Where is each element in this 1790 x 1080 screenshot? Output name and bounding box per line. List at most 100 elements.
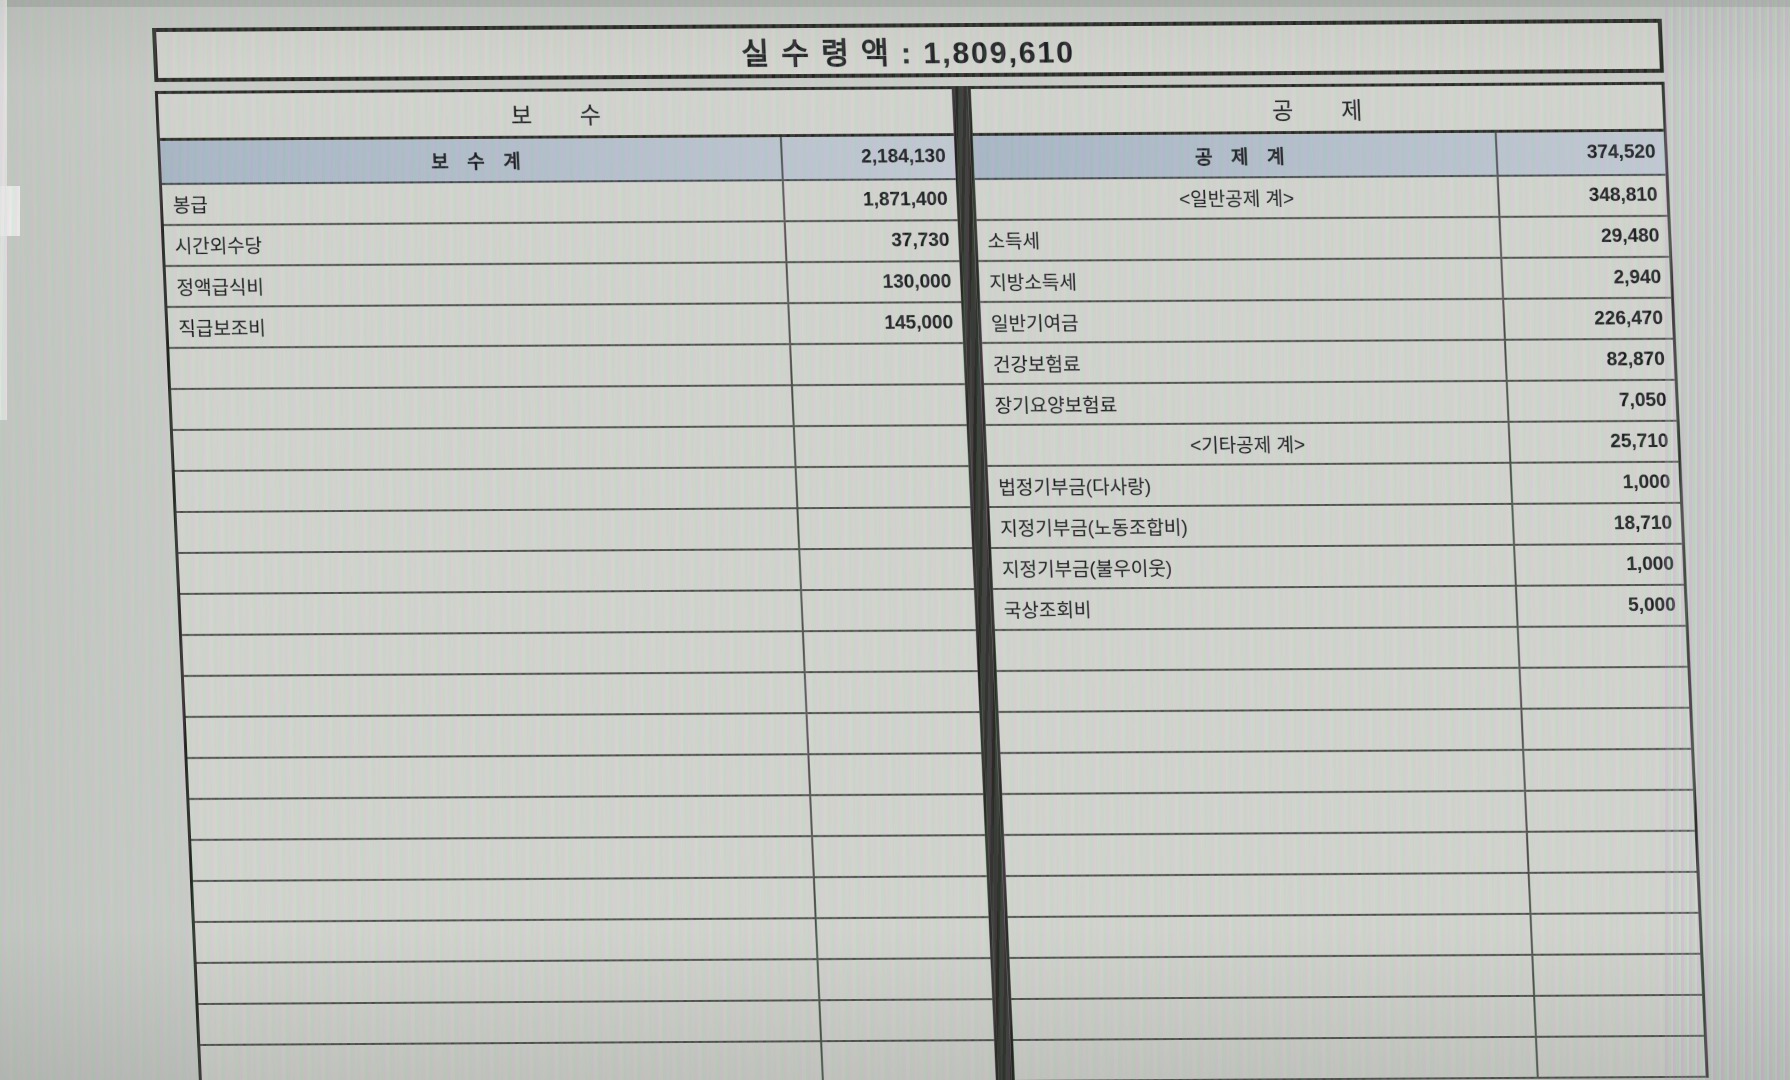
empty-row bbox=[189, 795, 985, 841]
empty-cell bbox=[1011, 996, 1537, 1039]
pay-total-value: 2,184,130 bbox=[860, 146, 947, 168]
empty-row bbox=[183, 672, 980, 718]
pay-total-label: 보 수 계 bbox=[160, 137, 784, 183]
empty-cell bbox=[1535, 996, 1704, 1036]
empty-row bbox=[1003, 831, 1697, 877]
empty-cell bbox=[809, 754, 983, 794]
empty-row bbox=[193, 877, 989, 923]
empty-cell bbox=[793, 385, 967, 425]
empty-cell bbox=[811, 795, 985, 835]
deduction-row-label: <일반공제 계> bbox=[974, 176, 1501, 220]
empty-row bbox=[180, 590, 976, 636]
deduction-row: 건강보험료 82,870 bbox=[982, 339, 1675, 386]
deduction-row-value: 1,000 bbox=[1625, 553, 1675, 575]
empty-cell bbox=[802, 590, 976, 630]
empty-row bbox=[200, 1041, 996, 1080]
deduction-row: 법정기부금(다사랑) 1,000 bbox=[987, 462, 1681, 509]
photo-left-notch bbox=[0, 186, 20, 236]
deduction-row-value: 7,050 bbox=[1618, 389, 1668, 411]
deduction-row-label: 건강보험료 bbox=[982, 340, 1508, 384]
deduction-row-label: 국상조회비 bbox=[993, 586, 1519, 630]
empty-row bbox=[171, 385, 967, 431]
empty-cell bbox=[180, 591, 804, 634]
deductions-total-value: 374,520 bbox=[1586, 141, 1657, 164]
empty-cell bbox=[1003, 832, 1530, 875]
deduction-row: <기타공제 계> 25,710 bbox=[985, 421, 1679, 468]
deduction-row-label: 소득세 bbox=[976, 217, 1503, 261]
empty-cell bbox=[798, 508, 972, 548]
pay-row: 봉급 1,871,400 bbox=[161, 180, 958, 226]
payslip-table: 실 수 령 액 : 1,809,610 보 수 보 수 계 2,184,130 … bbox=[152, 18, 1709, 1080]
empty-cell bbox=[191, 837, 815, 880]
pay-section-header: 보 수 bbox=[157, 89, 954, 141]
empty-cell bbox=[182, 632, 806, 675]
empty-cell bbox=[1526, 791, 1695, 831]
deduction-row: 지정기부금(노동조합비) 18,710 bbox=[989, 503, 1683, 550]
empty-cell bbox=[791, 344, 965, 384]
pay-row-value: 130,000 bbox=[882, 270, 952, 293]
empty-cell bbox=[998, 709, 1525, 753]
empty-cell bbox=[804, 631, 978, 671]
pay-row-label: 직급보조비 bbox=[167, 304, 792, 347]
pay-rows: 봉급 1,871,400 시간외수당 37,730 정액급식비 130,000 bbox=[161, 180, 964, 349]
empty-row bbox=[169, 344, 965, 390]
deductions-empty-rows bbox=[994, 626, 1706, 1080]
deduction-row-value: 82,870 bbox=[1606, 348, 1666, 370]
deduction-row-label: 지정기부금(노동조합비) bbox=[989, 504, 1515, 548]
deduction-row-value: 226,470 bbox=[1593, 307, 1664, 329]
empty-cell bbox=[1002, 791, 1528, 835]
empty-row bbox=[1000, 749, 1693, 796]
payslip-columns: 보 수 보 수 계 2,184,130 봉급 1,871,400 시간외수당 bbox=[154, 81, 1709, 1080]
empty-cell bbox=[193, 878, 817, 921]
empty-cell bbox=[1007, 914, 1534, 957]
empty-cell bbox=[1522, 709, 1691, 749]
empty-row bbox=[1007, 913, 1701, 959]
empty-row bbox=[172, 426, 969, 472]
deduction-row: 지방소득세 2,940 bbox=[978, 257, 1672, 304]
empty-row bbox=[196, 959, 993, 1005]
empty-row bbox=[1011, 995, 1704, 1041]
empty-cell bbox=[797, 467, 971, 507]
deduction-row-value: 18,710 bbox=[1613, 512, 1673, 534]
empty-cell bbox=[994, 627, 1521, 671]
empty-row bbox=[182, 631, 978, 677]
pay-row: 시간외수당 37,730 bbox=[163, 221, 960, 267]
empty-cell bbox=[1005, 873, 1532, 916]
pay-row: 직급보조비 145,000 bbox=[167, 303, 964, 349]
pay-table: 보 수 보 수 계 2,184,130 봉급 1,871,400 시간외수당 bbox=[154, 86, 999, 1080]
empty-row bbox=[185, 713, 982, 759]
empty-row bbox=[1013, 1036, 1706, 1080]
empty-cell bbox=[183, 673, 808, 716]
deduction-row-label: 지정기부금(불우이웃) bbox=[991, 545, 1517, 589]
empty-row bbox=[1005, 872, 1699, 918]
empty-cell bbox=[808, 713, 982, 753]
deduction-row-label: 법정기부금(다사랑) bbox=[987, 463, 1514, 507]
empty-cell bbox=[178, 550, 802, 593]
net-pay-title: 실 수 령 액 : 1,809,610 bbox=[740, 36, 1076, 72]
empty-cell bbox=[815, 877, 989, 917]
net-pay-title-box: 실 수 령 액 : 1,809,610 bbox=[152, 18, 1665, 82]
empty-cell bbox=[176, 509, 801, 552]
deduction-row: 장기요양보험료 7,050 bbox=[983, 380, 1677, 427]
empty-cell bbox=[200, 1042, 824, 1080]
deductions-section-header: 공 제 bbox=[970, 84, 1664, 137]
pay-empty-rows bbox=[169, 344, 996, 1080]
deductions-total-label: 공 제 계 bbox=[972, 132, 1499, 179]
empty-row bbox=[194, 918, 991, 964]
pay-total-row: 보 수 계 2,184,130 bbox=[160, 136, 956, 185]
deduction-row-value: 29,480 bbox=[1600, 225, 1660, 247]
empty-cell bbox=[194, 919, 819, 962]
empty-cell bbox=[1519, 627, 1688, 667]
deduction-rows: <일반공제 계> 348,810 소득세 29,480 지방소득세 2,940 bbox=[974, 175, 1686, 632]
empty-cell bbox=[1009, 955, 1536, 998]
empty-row bbox=[996, 667, 1690, 714]
empty-row bbox=[998, 708, 1692, 755]
deductions-table: 공 제 공 제 계 374,520 <일반공제 계> 348,810 소득세 bbox=[967, 81, 1709, 1080]
empty-row bbox=[174, 467, 971, 513]
deduction-row-label: 일반기여금 bbox=[980, 299, 1506, 343]
empty-row bbox=[1002, 790, 1695, 837]
photo-top-edge bbox=[0, 0, 1790, 7]
empty-cell bbox=[822, 1041, 996, 1080]
empty-cell bbox=[817, 918, 991, 958]
pay-row-value: 37,730 bbox=[890, 229, 950, 252]
